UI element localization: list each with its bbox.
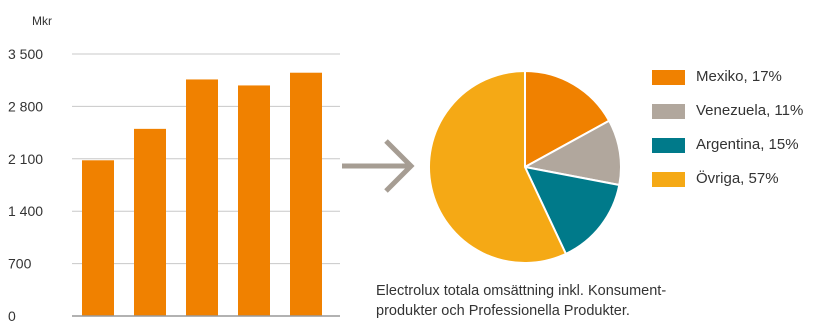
bar-3 <box>186 79 218 316</box>
pie-slice-1 <box>524 70 611 168</box>
pie-chart-slices <box>428 70 622 264</box>
y-tick-label: 3 500 <box>8 46 43 62</box>
bar-4 <box>238 85 270 316</box>
pie-chart <box>428 70 622 264</box>
legend-label-ovriga: Övriga, 57% <box>696 170 779 187</box>
bar-5 <box>290 72 322 316</box>
pie-slice-2 <box>524 119 622 186</box>
bar-1 <box>82 160 114 316</box>
y-tick-label: 2 100 <box>8 151 43 167</box>
bar-chart-y-ticks: 0 700 1 400 2 100 2 800 3 500 <box>8 46 43 322</box>
y-axis-unit-label: Mkr <box>32 14 52 28</box>
caption-line-1: Electrolux totala omsättning inkl. Konsu… <box>376 283 667 299</box>
bar-chart: 0 700 1 400 2 100 2 800 3 500 <box>8 46 340 322</box>
arrow-right-icon <box>342 139 415 193</box>
caption-line-2: produkter och Professionella Produkter. <box>376 303 630 319</box>
legend-swatch-argentina <box>652 138 685 153</box>
legend-label-mexiko: Mexiko, 17% <box>696 68 782 85</box>
bar-chart-bars <box>82 72 322 316</box>
y-tick-label: 0 <box>8 308 16 322</box>
legend-label-venezuela: Venezuela, 11% <box>696 102 804 119</box>
y-tick-label: 1 400 <box>8 203 43 219</box>
pie-slice-3 <box>524 166 621 255</box>
legend-swatch-ovriga <box>652 172 685 187</box>
pie-slice-4 <box>428 70 567 264</box>
bar-2 <box>134 128 166 316</box>
legend-swatch-mexiko <box>652 70 685 85</box>
chart-caption: Electrolux totala omsättning inkl. Konsu… <box>376 281 816 321</box>
y-tick-label: 700 <box>8 256 32 272</box>
legend-label-argentina: Argentina, 15% <box>696 136 799 153</box>
legend-swatch-venezuela <box>652 104 685 119</box>
y-tick-label: 2 800 <box>8 98 43 114</box>
